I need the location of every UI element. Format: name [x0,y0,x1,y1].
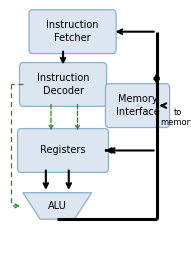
FancyBboxPatch shape [29,10,116,54]
FancyBboxPatch shape [105,84,170,128]
Text: ALU: ALU [48,201,67,211]
FancyBboxPatch shape [19,63,107,106]
Text: Instruction
Decoder: Instruction Decoder [37,73,89,96]
Text: Registers: Registers [40,145,86,155]
Text: Memory
Interface: Memory Interface [116,95,159,117]
Text: Instruction
Fetcher: Instruction Fetcher [46,21,99,43]
FancyBboxPatch shape [18,129,108,172]
Text: to
memory: to memory [160,108,191,127]
Polygon shape [23,193,92,219]
